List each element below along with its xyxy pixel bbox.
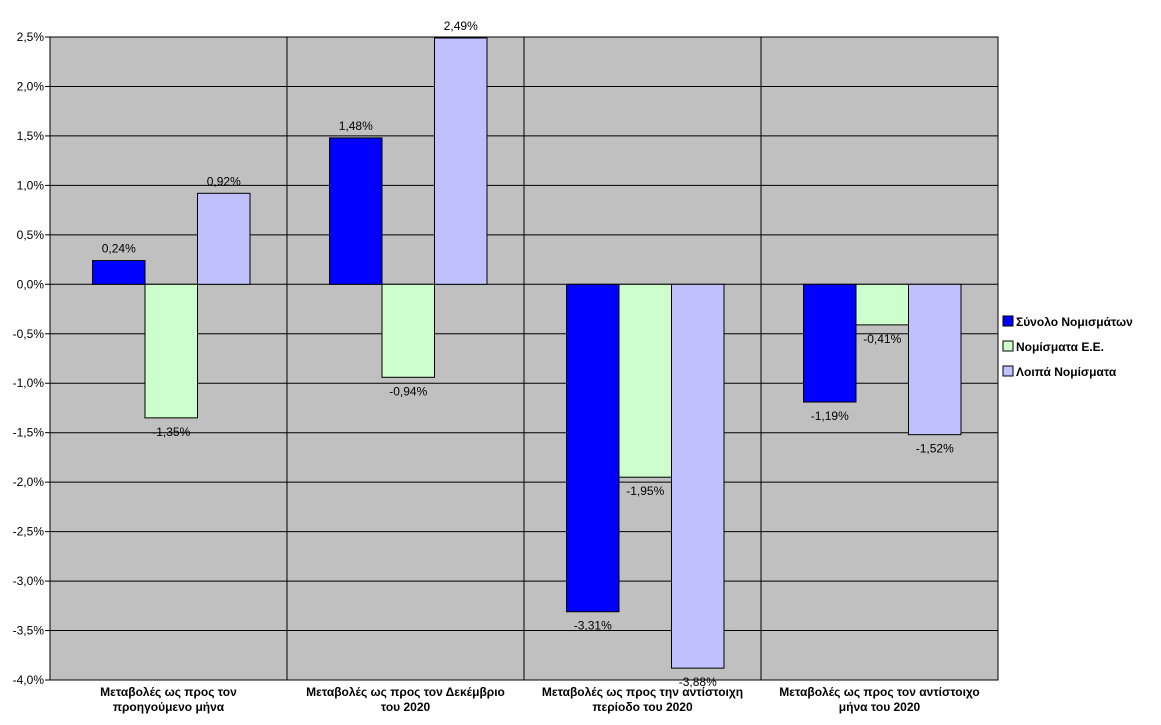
y-tick-label: -2,5% bbox=[13, 525, 45, 539]
category-label: προηγούμενο μήνα bbox=[113, 700, 225, 714]
bar-2-4 bbox=[855, 283, 909, 326]
data-label: -0,41% bbox=[863, 332, 901, 346]
y-tick-label: 2,5% bbox=[17, 30, 45, 44]
category-label: Μεταβολές ως προς τον bbox=[100, 685, 237, 699]
data-label: 2,49% bbox=[444, 19, 478, 33]
bar-3-3 bbox=[671, 283, 725, 669]
y-tick-label: -4,0% bbox=[13, 673, 45, 687]
data-label: 0,92% bbox=[207, 174, 241, 188]
category-label: του 2020 bbox=[381, 700, 431, 714]
bar-1-1 bbox=[92, 260, 146, 285]
data-label: -1,95% bbox=[626, 484, 664, 498]
plot-border bbox=[49, 36, 999, 681]
y-tick-label: -2,0% bbox=[13, 475, 45, 489]
data-label: -1,19% bbox=[811, 409, 849, 423]
bar-3-1 bbox=[197, 192, 251, 285]
data-label: 0,24% bbox=[102, 242, 136, 256]
y-tick-label: 1,5% bbox=[17, 129, 45, 143]
bar-1-3 bbox=[566, 283, 620, 613]
data-label: 1,48% bbox=[339, 119, 373, 133]
y-tick-label: -1,0% bbox=[13, 376, 45, 390]
category-label: Μεταβολές ως προς τον αντίστοιχο bbox=[779, 685, 979, 699]
y-tick-label: 0,5% bbox=[17, 228, 45, 242]
data-label: -0,94% bbox=[389, 384, 427, 398]
category-label: Μεταβολές ως προς την αντίστοιχη bbox=[542, 685, 743, 699]
category-label: περίοδο του 2020 bbox=[592, 700, 693, 714]
data-label: -3,31% bbox=[574, 619, 612, 633]
y-tick-label: -1,5% bbox=[13, 426, 45, 440]
y-tick-label: 2,0% bbox=[17, 79, 45, 93]
data-label: -1,52% bbox=[916, 442, 954, 456]
y-tick-label: -3,5% bbox=[13, 624, 45, 638]
y-tick-label: 0,0% bbox=[17, 277, 45, 291]
legend-swatch bbox=[1002, 340, 1014, 352]
bar-2-2 bbox=[381, 283, 435, 378]
data-label: -3,88% bbox=[679, 675, 717, 689]
bar-2-3 bbox=[618, 283, 672, 478]
bar-2-1 bbox=[144, 283, 198, 419]
y-tick-label: -3,0% bbox=[13, 574, 45, 588]
legend-label: Σύνολο Νομισμάτων bbox=[1016, 315, 1133, 329]
category-label: μήνα του 2020 bbox=[839, 700, 921, 714]
y-tick-label: -0,5% bbox=[13, 327, 45, 341]
y-tick-label: 1,0% bbox=[17, 178, 45, 192]
legend-label: Λοιπά Νομίσματα bbox=[1016, 365, 1117, 379]
category-label: Μεταβολές ως προς τον Δεκέμβριο bbox=[306, 685, 505, 699]
legend-swatch bbox=[1002, 365, 1014, 377]
data-label: -1,35% bbox=[152, 425, 190, 439]
bar-3-4 bbox=[908, 283, 962, 436]
bar-1-4 bbox=[803, 283, 857, 403]
bar-3-2 bbox=[434, 37, 488, 285]
legend-swatch bbox=[1002, 315, 1014, 327]
bar-1-2 bbox=[329, 137, 383, 285]
legend-label: Νομίσματα Ε.Ε. bbox=[1016, 340, 1104, 354]
